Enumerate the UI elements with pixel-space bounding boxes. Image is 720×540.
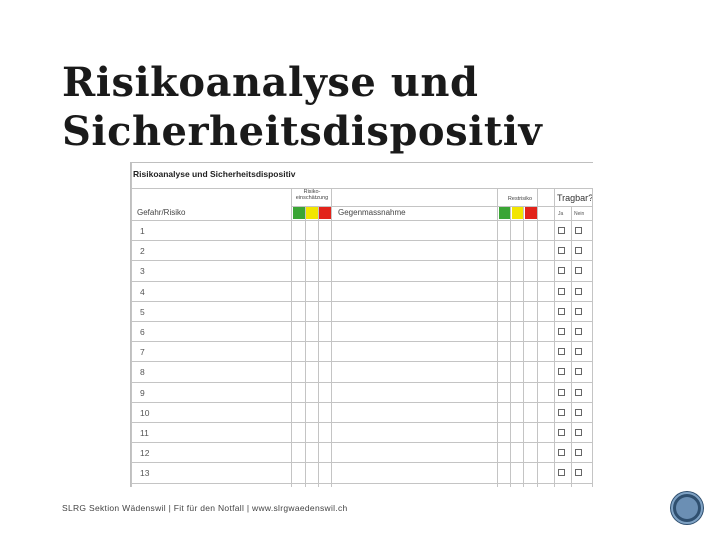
- row-number: 7: [140, 347, 145, 358]
- title-line-1: Risikoanalyse und: [62, 59, 479, 106]
- acceptable-yes-checkbox[interactable]: [558, 307, 565, 315]
- row-number: 10: [140, 407, 150, 418]
- grid-vline: [554, 188, 555, 487]
- residual-risk-label: Restrisiko: [507, 196, 533, 202]
- row-number: 8: [140, 367, 145, 378]
- grid-hline: [131, 482, 593, 484]
- acceptable-no-checkbox[interactable]: [575, 328, 582, 335]
- acceptable-no-checkbox[interactable]: [575, 267, 582, 275]
- form-title: Risikoanalyse und Sicherheitsdispositiv: [133, 169, 296, 179]
- row-number: 4: [140, 286, 145, 297]
- row-number: 13: [140, 468, 150, 479]
- residual-red-swatch: [525, 206, 537, 219]
- risk-assessment-label: Risiko-einschätzung: [295, 189, 329, 201]
- acceptable-yes-checkbox[interactable]: [558, 388, 565, 396]
- yes-label: Ja: [558, 211, 564, 217]
- acceptable-no-checkbox[interactable]: [575, 388, 582, 396]
- grid-hline: [131, 401, 593, 403]
- grid-hline: [131, 321, 593, 322]
- grid-vline: [291, 188, 292, 487]
- residual-green-swatch: [499, 206, 511, 219]
- footer-text: SLRG Sektion Wädenswil | Fit für den Not…: [62, 503, 348, 513]
- risk-green-swatch: [293, 206, 305, 219]
- acceptable-no-checkbox[interactable]: [575, 368, 582, 376]
- grid-vline: [305, 207, 306, 487]
- row-number: 1: [140, 226, 145, 236]
- grid-hline: [131, 300, 593, 302]
- acceptable-yes-checkbox[interactable]: [558, 348, 565, 356]
- title-line-2: Sicherheitsdispositiv: [62, 108, 543, 155]
- grid-hline: [131, 341, 593, 343]
- acceptable-no-checkbox[interactable]: [575, 449, 582, 457]
- acceptable-no-checkbox[interactable]: [575, 307, 582, 315]
- grid-hline: [131, 442, 593, 444]
- grid-hline: [131, 220, 593, 221]
- grid-vline: [571, 207, 572, 487]
- row-number: 12: [140, 448, 150, 459]
- acceptable-yes-checkbox[interactable]: [558, 449, 565, 457]
- acceptable-yes-checkbox[interactable]: [558, 267, 565, 275]
- grid-vline: [497, 188, 498, 487]
- acceptable-no-checkbox[interactable]: [575, 429, 582, 436]
- acceptable-yes-checkbox[interactable]: [558, 328, 565, 335]
- navigation-button[interactable]: [671, 492, 703, 524]
- grid-vline: [592, 188, 593, 487]
- row-number: 9: [140, 387, 145, 398]
- grid-hline: [131, 240, 593, 242]
- measure-column-header: Gegenmassnahme: [338, 208, 406, 217]
- acceptable-no-checkbox[interactable]: [575, 348, 582, 356]
- row-number: 2: [140, 246, 145, 257]
- acceptable-yes-checkbox[interactable]: [558, 368, 565, 376]
- acceptable-yes-checkbox[interactable]: [558, 469, 565, 477]
- acceptable-yes-checkbox[interactable]: [558, 247, 565, 255]
- slide-title: Risikoanalyse und Sicherheitsdispositiv: [62, 58, 682, 156]
- grid-hline: [291, 206, 593, 207]
- grid-hline: [131, 381, 593, 383]
- grid-vline: [318, 207, 319, 487]
- row-number: 3: [140, 266, 145, 277]
- risk-yellow-swatch: [306, 206, 318, 219]
- acceptable-no-checkbox[interactable]: [575, 247, 582, 255]
- grid-hline: [131, 280, 593, 282]
- row-number: 5: [140, 306, 145, 317]
- no-label: Nein: [574, 211, 585, 217]
- acceptable-yes-checkbox[interactable]: [558, 227, 565, 234]
- grid-vline: [331, 188, 332, 487]
- risk-red-swatch: [319, 206, 331, 219]
- grid-hline: [131, 361, 593, 363]
- acceptable-yes-checkbox[interactable]: [558, 429, 565, 436]
- acceptable-no-checkbox[interactable]: [575, 408, 582, 416]
- grid-vline: [131, 163, 132, 487]
- acceptable-yes-checkbox[interactable]: [558, 408, 565, 416]
- grid-vline: [537, 188, 538, 487]
- row-number: 11: [140, 428, 149, 438]
- grid-hline: [131, 188, 593, 189]
- acceptable-no-checkbox[interactable]: [575, 227, 582, 234]
- row-number: 6: [140, 327, 145, 337]
- residual-yellow-swatch: [512, 206, 524, 219]
- risk-analysis-form: Risikoanalyse und Sicherheitsdispositiv …: [130, 162, 593, 487]
- acceptable-yes-checkbox[interactable]: [558, 287, 565, 295]
- acceptable-no-checkbox[interactable]: [575, 287, 582, 295]
- grid-hline: [131, 260, 593, 262]
- hazard-column-header: Gefahr/Risiko: [137, 208, 186, 217]
- grid-hline: [131, 422, 593, 423]
- grid-vline: [510, 207, 511, 487]
- grid-vline: [523, 207, 524, 487]
- acceptable-label: Tragbar?: [557, 193, 594, 203]
- grid-hline: [131, 462, 593, 464]
- acceptable-no-checkbox[interactable]: [575, 469, 582, 477]
